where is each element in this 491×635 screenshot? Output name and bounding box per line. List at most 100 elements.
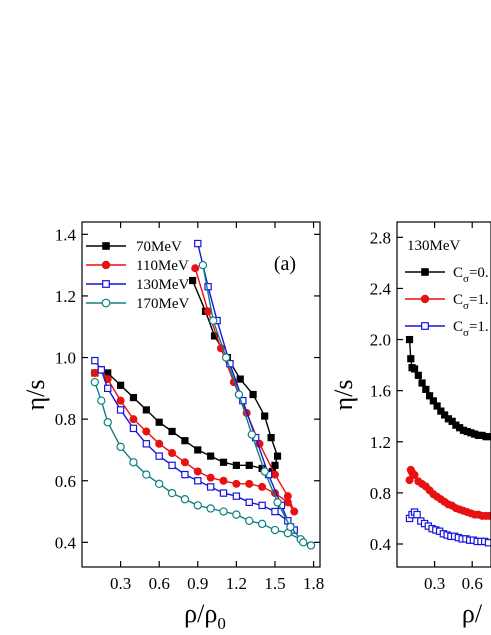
- legend-marker-0: [102, 242, 110, 250]
- plot-frame: [81, 221, 321, 568]
- y-tick-label: 2.4: [370, 279, 392, 298]
- data-point: [129, 458, 138, 467]
- x-tick-label: 0.9: [187, 574, 208, 593]
- legend-label-suffix: =1.: [469, 319, 489, 335]
- data-point: [219, 476, 228, 485]
- data-point: [261, 412, 269, 420]
- data-point: [459, 426, 468, 434]
- data-point: [463, 427, 471, 436]
- y-tick-label: 1.4: [55, 225, 77, 244]
- data-point: [245, 498, 253, 507]
- legend-marker-0: [421, 268, 429, 276]
- data-point: [405, 476, 414, 485]
- legend-label-0: Cσ=0.: [453, 265, 489, 285]
- data-point: [484, 539, 491, 547]
- x-axis-title: ρ/: [462, 599, 483, 628]
- y-axis-title: η/s: [329, 380, 358, 411]
- chart-panel-b: 0.4 0.8 1.2 1.6 2.0 2.4 2.8 0.3 0.6 η/s ρ/130MeV Cσ…: [329, 221, 491, 628]
- data-point: [418, 379, 426, 387]
- data-point: [191, 264, 200, 273]
- y-tick-label: 1.2: [370, 433, 391, 452]
- legend-label-2: Cσ=1.: [453, 319, 489, 339]
- series-line-3: [94, 264, 312, 547]
- data-point: [257, 519, 267, 529]
- legend-label-0: 70MeV: [136, 239, 182, 255]
- data-point: [306, 541, 316, 550]
- data-point: [210, 332, 219, 340]
- data-point: [286, 522, 295, 532]
- data-point: [219, 489, 228, 497]
- data-point: [249, 390, 257, 399]
- data-point: [194, 477, 202, 485]
- y-tick-label: 1.2: [55, 287, 76, 306]
- legend-marker-2: [102, 280, 110, 288]
- data-point: [245, 461, 253, 469]
- y-tick-label: 0.6: [55, 472, 76, 491]
- data-point: [482, 433, 490, 441]
- data-point: [271, 507, 279, 516]
- legend-label-subscript: σ: [463, 300, 469, 312]
- x-tick-label: 1.8: [303, 574, 324, 593]
- y-tick-label: 1.6: [370, 382, 391, 401]
- data-point: [486, 433, 491, 441]
- data-point: [209, 316, 218, 325]
- data-point: [410, 365, 419, 373]
- data-point: [221, 353, 231, 362]
- y-tick-label: 2.0: [370, 331, 391, 350]
- data-point: [260, 467, 269, 476]
- x-tick-label: 0.6: [462, 574, 483, 593]
- legend-label-1: Cσ=1.: [453, 292, 489, 312]
- data-point: [422, 385, 430, 393]
- data-point: [429, 397, 437, 405]
- data-point: [236, 375, 244, 383]
- y-axis-title: η/s: [21, 380, 50, 411]
- data-point: [181, 470, 189, 479]
- data-point: [283, 492, 292, 501]
- data-point: [405, 335, 414, 344]
- data-point: [258, 501, 266, 510]
- data-point: [116, 442, 125, 452]
- data-point: [97, 366, 105, 374]
- legend-label-suffix: =0.: [469, 265, 489, 281]
- data-point: [116, 396, 125, 405]
- data-point: [193, 501, 202, 510]
- data-point: [193, 467, 202, 476]
- data-point: [180, 458, 189, 467]
- y-tick-label: 0.8: [370, 484, 391, 503]
- data-point: [410, 471, 419, 479]
- data-point: [206, 504, 215, 513]
- data-point: [142, 427, 151, 436]
- data-point: [104, 384, 112, 393]
- data-point: [129, 424, 138, 433]
- data-point: [448, 417, 456, 425]
- data-point: [219, 507, 228, 516]
- data-point: [268, 467, 276, 476]
- data-point: [290, 507, 299, 516]
- data-point: [219, 458, 228, 466]
- data-point: [232, 510, 241, 519]
- data-point: [485, 511, 491, 520]
- panel-label: (a): [274, 253, 296, 275]
- data-point: [273, 452, 282, 460]
- data-point: [258, 482, 267, 491]
- data-point: [204, 307, 213, 316]
- data-point: [168, 461, 176, 470]
- data-point: [414, 371, 422, 379]
- y-tick-label: 0.4: [370, 535, 392, 554]
- legend-label-subscript: σ: [463, 273, 469, 285]
- data-point: [155, 418, 163, 426]
- y-tick-label: 2.8: [370, 228, 391, 247]
- data-point: [206, 473, 215, 482]
- x-tick-label: 0.3: [424, 574, 445, 593]
- data-point: [198, 260, 208, 270]
- x-tick-label: 0.6: [149, 574, 170, 593]
- data-point: [471, 430, 479, 438]
- data-point: [154, 479, 164, 489]
- data-point: [91, 356, 99, 365]
- data-point: [142, 440, 151, 448]
- data-point: [90, 377, 100, 387]
- data-point: [194, 239, 202, 248]
- data-point: [180, 495, 190, 504]
- data-point: [437, 407, 445, 415]
